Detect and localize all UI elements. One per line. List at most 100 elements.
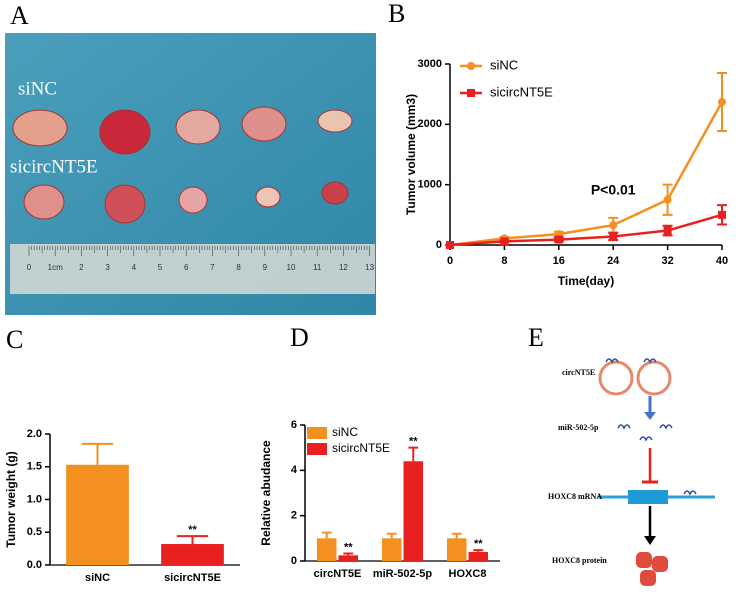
error-bar: [343, 552, 354, 556]
legend-marker: [467, 89, 475, 97]
y-tick-label: 2000: [418, 118, 442, 130]
marker: [609, 221, 618, 230]
legend-swatch: [307, 427, 327, 439]
y-tick-label: 0: [291, 555, 297, 567]
annotation: P<0.01: [591, 181, 636, 197]
x-tick-label: 24: [607, 255, 620, 267]
y-tick-label: 0.0: [27, 559, 42, 571]
legend-swatch: [307, 443, 327, 455]
ruler-label: 13: [365, 263, 374, 272]
y-tick-label: 0.5: [27, 526, 42, 538]
y-axis-label: Tumor weight (g): [4, 451, 18, 547]
photo-label: sicircNT5E: [10, 156, 98, 177]
marker: [446, 241, 454, 249]
ruler-label: 10: [287, 263, 296, 272]
panel-letter: C: [6, 325, 23, 354]
bar: [468, 551, 488, 561]
ruler-label: 0: [27, 263, 32, 272]
marker: [500, 237, 509, 246]
x-axis-label: Time(day): [558, 274, 614, 288]
ruler-label: 12: [339, 263, 348, 272]
x-tick-label: 16: [553, 255, 565, 267]
error-bar: [81, 442, 114, 465]
diagram-label: HOXC8 protein: [552, 556, 607, 565]
y-tick-label: 3000: [418, 58, 442, 70]
x-tick-label: 8: [501, 255, 507, 267]
legend-label: sicircNT5E: [332, 441, 390, 455]
y-tick-label: 2.0: [27, 428, 42, 440]
panel-letter: E: [528, 323, 544, 352]
ruler-label: 1cm: [48, 263, 63, 272]
photo-label: siNC: [18, 78, 57, 99]
x-tick-label: 0: [447, 255, 453, 267]
ruler-ticks: [28, 246, 370, 256]
ruler-label: 9: [263, 263, 268, 272]
marker: [554, 235, 563, 244]
marker: [663, 226, 672, 235]
ruler-label: 11: [313, 263, 322, 272]
y-axis-label: Relative abudance: [259, 440, 273, 546]
series-line: [449, 101, 724, 247]
x-tick-label: miR-502-5p: [373, 568, 433, 580]
diagram-label: miR-502-5p: [558, 423, 599, 432]
significance: **: [409, 436, 418, 448]
panel-letter: B: [388, 0, 405, 28]
marker: [718, 210, 726, 219]
circrna: [598, 360, 634, 396]
ruler-label: 4: [132, 263, 137, 272]
error-bar: [321, 531, 332, 539]
ruler-label: 2: [79, 263, 84, 272]
y-tick-label: 2: [291, 510, 297, 522]
x-tick-label: HOXC8: [449, 568, 487, 580]
ruler: [10, 244, 375, 294]
circrna: [636, 360, 672, 396]
significance: **: [344, 541, 353, 553]
mechanism-diagram: circNT5E miR-502-5p HOXC8 mRNA HOXC8 pro…: [548, 358, 715, 586]
y-tick-label: 0: [436, 239, 442, 251]
x-tick-label: circNT5E: [314, 568, 362, 580]
diagram-label: circNT5E: [562, 368, 595, 377]
y-tick-label: 4: [291, 464, 298, 476]
panel-letter: D: [290, 323, 309, 352]
y-axis-label: Tumor volume (mm3): [404, 94, 418, 215]
y-tick-label: 1.5: [27, 461, 42, 473]
y-tick-label: 6: [291, 419, 297, 431]
y-tick-label: 1.0: [27, 493, 42, 505]
bar: [161, 544, 224, 565]
bar: [66, 464, 129, 565]
series-line: [449, 213, 723, 247]
marker: [718, 98, 726, 107]
legend-marker: [467, 62, 475, 70]
bar: [382, 538, 402, 561]
mirna: [617, 424, 673, 442]
y-tick-label: 1000: [418, 179, 442, 191]
tumor-photo: siNC sicircNT5E: [5, 33, 376, 315]
bar: [338, 555, 358, 561]
marker: [609, 232, 618, 241]
legend-label: siNC: [490, 57, 518, 72]
mirna-bound: [605, 358, 657, 364]
tumors: [12, 106, 353, 224]
ruler-label: 7: [210, 263, 215, 272]
error-bar: [408, 446, 419, 462]
significance: **: [474, 538, 483, 550]
x-tick-label: 40: [716, 255, 728, 267]
error-bar: [386, 532, 397, 539]
ruler-label: 3: [105, 263, 110, 272]
ruler-label: 8: [236, 263, 241, 272]
x-tick-label: sicircNT5E: [164, 572, 221, 584]
error-bar: [451, 532, 462, 539]
ruler-label: 6: [184, 263, 189, 272]
x-tick-label: siNC: [85, 572, 110, 584]
bar: [447, 538, 467, 561]
protein: [636, 552, 668, 586]
panel-letter: A: [10, 1, 29, 30]
diagram-label: HOXC8 mRNA: [548, 492, 602, 501]
mirna-bound: [683, 490, 697, 496]
legend-label: siNC: [332, 425, 358, 439]
x-tick-label: 32: [661, 255, 673, 267]
mrna-box: [628, 490, 668, 504]
marker: [663, 195, 672, 204]
legend-label: sicircNT5E: [490, 84, 553, 99]
